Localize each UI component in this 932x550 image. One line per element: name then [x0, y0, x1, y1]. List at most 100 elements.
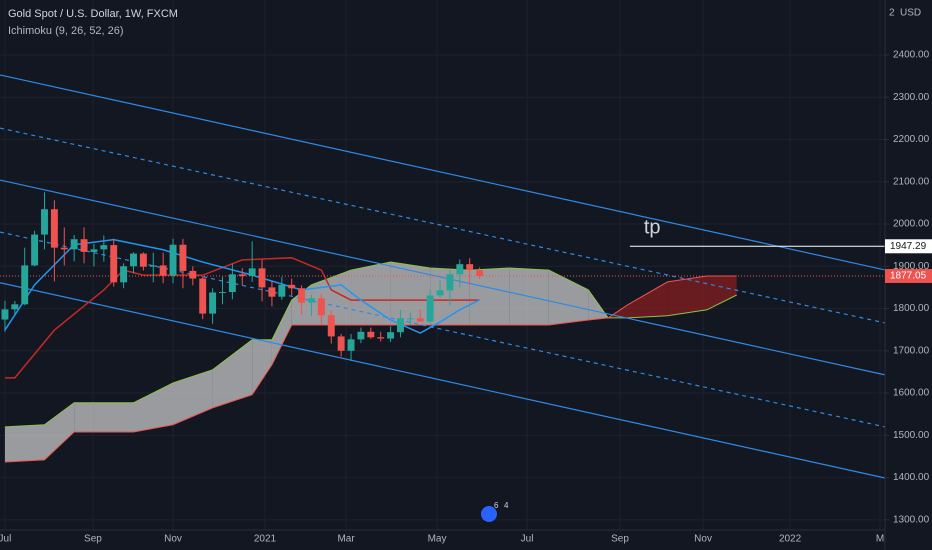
- candle-body: [288, 284, 296, 289]
- corner-label: 2: [889, 8, 895, 19]
- candle-body: [278, 284, 286, 297]
- cloud-segment: [44, 402, 75, 460]
- x-tick-label: Jul: [0, 534, 11, 545]
- y-tick-label: 2200.00: [893, 134, 930, 145]
- candle-body: [436, 290, 444, 296]
- x-tick-label: Nov: [694, 534, 712, 545]
- x-tick-label: Nov: [164, 534, 182, 545]
- candle-body: [327, 315, 335, 337]
- candle-body: [31, 234, 39, 266]
- candle-body: [228, 274, 236, 293]
- candle-body: [387, 332, 395, 339]
- candle-body: [179, 244, 187, 271]
- y-tick-label: 1900.00: [893, 261, 930, 272]
- last-price-label: 1877.05: [890, 271, 927, 282]
- candle-body: [70, 239, 78, 250]
- candle-body: [377, 337, 385, 339]
- y-tick-label: 1500.00: [893, 430, 930, 441]
- event-count: 6: [494, 501, 499, 510]
- y-tick-label: 1300.00: [893, 514, 930, 525]
- candle-body: [337, 336, 345, 351]
- candle-body: [60, 247, 68, 250]
- candle-body: [1, 309, 9, 320]
- candle-body: [397, 318, 404, 333]
- candle-body: [41, 209, 48, 235]
- tp-price-label: 1947.29: [890, 241, 927, 252]
- candle-body: [308, 298, 315, 303]
- candle-body: [159, 265, 167, 276]
- candle-body: [456, 264, 464, 275]
- span-b: [4, 275, 737, 463]
- event-flag: [481, 506, 497, 522]
- candle-body: [446, 274, 454, 291]
- candle-body: [416, 318, 424, 322]
- plot-area: tp: [0, 0, 886, 530]
- cloud-segment: [707, 275, 737, 310]
- cloud-segment: [271, 300, 292, 365]
- candle-body: [110, 245, 118, 283]
- channel-line: [0, 231, 886, 428]
- candle-body: [11, 304, 19, 310]
- y-tick-label: 2300.00: [893, 92, 930, 103]
- indicator-label: Ichimoku (9, 26, 52, 26): [8, 25, 124, 37]
- candle-body: [406, 318, 414, 320]
- cloud-segment: [390, 262, 431, 326]
- event-count: 4: [504, 501, 509, 510]
- channel-line: [0, 127, 886, 324]
- chart-title: Gold Spot / U.S. Dollar, 1W, FXCM: [8, 8, 178, 20]
- candle-body: [90, 249, 98, 252]
- y-tick-label: 1700.00: [893, 345, 930, 356]
- candle-body: [476, 270, 484, 276]
- y-tick-label: 1600.00: [893, 388, 930, 399]
- y-tick-label: 1400.00: [893, 472, 930, 483]
- candle-body: [130, 253, 137, 267]
- candle-body: [466, 264, 474, 271]
- tp-annotation: tp: [644, 217, 661, 239]
- candle-body: [298, 288, 306, 303]
- currency: USD: [900, 8, 921, 19]
- candle-body: [199, 278, 207, 314]
- channel-line: [0, 74, 886, 271]
- tp-price-box: [885, 239, 932, 254]
- cloud-segment: [93, 402, 134, 432]
- candle-body: [248, 268, 256, 276]
- x-tick-label: M: [876, 534, 884, 545]
- candle-body: [426, 295, 434, 322]
- cloud-segment: [173, 369, 213, 425]
- x-tick-label: Jul: [521, 534, 534, 545]
- candle-body: [149, 265, 157, 267]
- cloud-segment: [4, 424, 45, 462]
- channel-line: [0, 282, 886, 479]
- candle-body: [139, 253, 147, 267]
- cloud-segment: [627, 281, 668, 318]
- cloud-segment: [212, 339, 253, 408]
- y-tick-label: 2100.00: [893, 176, 930, 187]
- cloud-segment: [667, 275, 708, 316]
- candle-body: [80, 239, 88, 252]
- x-tick-label: 2021: [254, 534, 277, 545]
- cloud-segment: [469, 267, 510, 326]
- candle-body: [347, 339, 355, 351]
- candle-body: [238, 274, 246, 276]
- cloud-segment: [548, 270, 589, 326]
- y-tick-label: 2000.00: [893, 219, 930, 230]
- candle-body: [258, 268, 266, 288]
- candle-body: [209, 292, 217, 314]
- x-tick-label: Sep: [84, 534, 102, 545]
- cloud-segment: [351, 262, 391, 326]
- candle-body: [21, 265, 29, 305]
- candle-body: [189, 270, 197, 279]
- y-tick-label: 2400.00: [893, 50, 930, 61]
- candle-body: [268, 287, 276, 297]
- cloud-segment: [74, 402, 94, 432]
- cloud-segment: [252, 339, 272, 395]
- y-tick-label: 1800.00: [893, 303, 930, 314]
- span-a: [4, 261, 737, 428]
- candle-body: [219, 292, 226, 294]
- candle-body: [169, 244, 177, 276]
- candle-body: [100, 245, 108, 250]
- x-tick-label: May: [428, 534, 447, 545]
- candle-body: [357, 331, 365, 340]
- x-tick-label: Mar: [337, 534, 355, 545]
